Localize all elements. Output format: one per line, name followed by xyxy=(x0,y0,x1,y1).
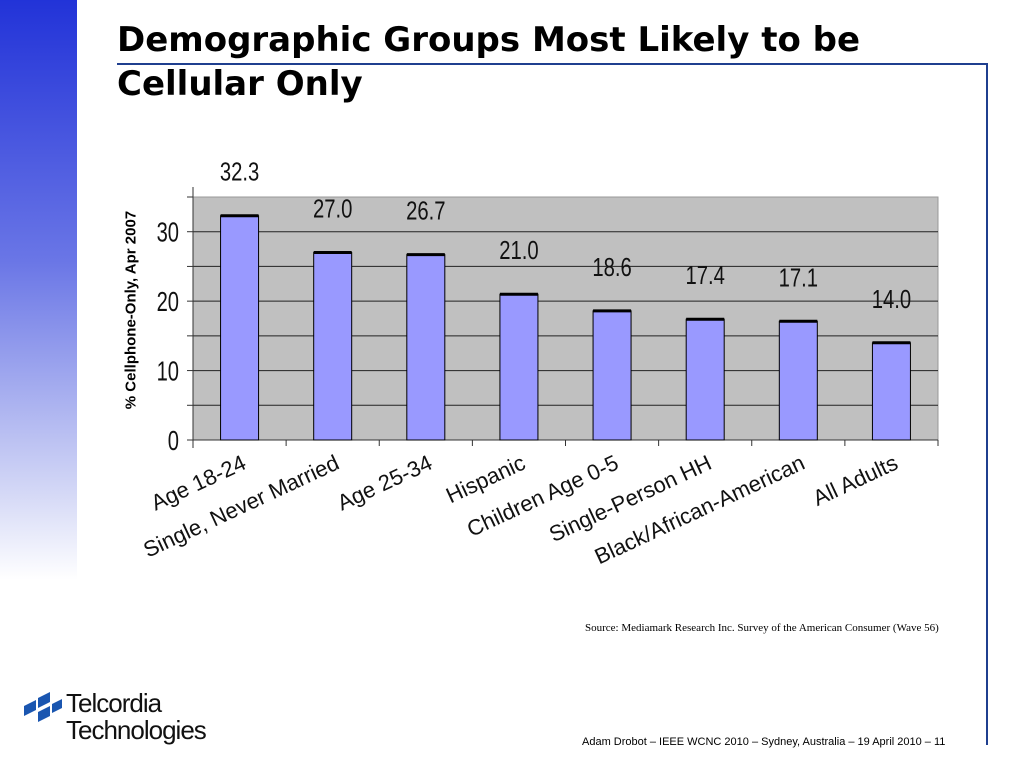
bar xyxy=(406,254,446,441)
category-label: Age 25-34 xyxy=(333,450,436,516)
telcordia-logo-icon xyxy=(24,692,62,722)
bar xyxy=(499,293,539,441)
bar xyxy=(685,318,725,441)
logo-wordmark: Telcordia Technologies xyxy=(66,688,207,745)
value-label: 32.3 xyxy=(220,157,259,186)
bar xyxy=(871,342,911,441)
y-axis-label: % Cellphone-Only, Apr 2007 xyxy=(122,210,140,410)
value-label: 26.7 xyxy=(406,196,445,225)
right-rule xyxy=(986,63,988,745)
value-label: 18.6 xyxy=(592,252,631,281)
value-label: 14.0 xyxy=(872,284,911,313)
decorative-left-bar xyxy=(0,0,77,580)
bar xyxy=(778,320,818,441)
logo-line-1: Telcordia xyxy=(66,688,162,718)
y-tick-label: 20 xyxy=(157,287,179,318)
title-rule xyxy=(117,63,987,65)
y-tick-label: 0 xyxy=(168,426,179,457)
value-label: 27.0 xyxy=(313,194,352,223)
value-label: 21.0 xyxy=(499,236,538,265)
value-label: 17.1 xyxy=(779,263,818,292)
plot-area xyxy=(192,196,939,441)
logo-line-2: Technologies xyxy=(66,715,207,745)
source-note: Source: Mediamark Research Inc. Survey o… xyxy=(585,622,939,634)
category-label: All Adults xyxy=(809,450,902,511)
footer-text: Adam Drobot – IEEE WCNC 2010 – Sydney, A… xyxy=(582,736,946,748)
y-tick-label: 10 xyxy=(157,356,179,387)
value-label: 17.4 xyxy=(685,261,724,290)
bar xyxy=(592,310,632,441)
slide-title: Demographic Groups Most Likely to be Cel… xyxy=(117,20,861,104)
bar xyxy=(313,252,353,441)
bar xyxy=(220,215,260,441)
y-tick-label: 30 xyxy=(157,218,179,249)
